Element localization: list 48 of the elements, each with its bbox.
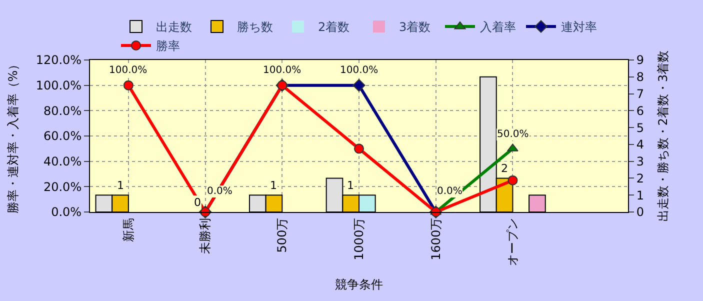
legend-label: 入着率	[480, 20, 516, 34]
x-tick-label: 未勝利	[198, 218, 212, 254]
point	[123, 80, 134, 90]
data-label: 1	[270, 179, 277, 192]
annotation: 100.0%	[263, 65, 302, 76]
point	[352, 78, 366, 92]
annotation: 0.0%	[437, 186, 462, 197]
y2-tick-label: 2	[636, 171, 644, 186]
data-label: 2	[501, 162, 508, 175]
y2-tick-label: 1	[636, 188, 644, 202]
x-tick-label: 1600万	[428, 218, 443, 260]
y2-tick-label: 9	[636, 53, 644, 68]
legend-label: 勝率	[156, 39, 180, 54]
annotation: 100.0%	[340, 65, 378, 76]
data-label: 1	[117, 179, 124, 192]
point	[354, 144, 364, 154]
x-tick-label: 1000万	[352, 218, 366, 260]
annotation: 100.0%	[109, 65, 148, 76]
y2-axis-title: 出走数・勝ち数・2着数・3着数	[656, 50, 670, 222]
x-tick-label: 新馬	[121, 218, 136, 242]
y2-tick-label: 0	[636, 205, 644, 220]
y-tick-label: 20.0%	[43, 180, 82, 194]
y2-tick-label: 7	[636, 86, 644, 101]
data-label: 1	[347, 179, 354, 192]
y2-tick-label: 3	[636, 154, 644, 169]
y-tick-label: 60.0%	[43, 129, 82, 144]
y-tick-label: 100.0%	[36, 78, 82, 93]
y2-tick-label: 4	[636, 138, 644, 152]
point	[508, 175, 518, 186]
x-tick-label: 500万	[275, 218, 290, 253]
x-axis-title: 競争条件	[335, 278, 383, 292]
legend-label: 3着数	[399, 20, 431, 34]
x-tick-label: オープン	[506, 218, 520, 266]
data-label: 0	[194, 196, 201, 209]
legend-label: 連対率	[561, 20, 597, 34]
y-tick-label: 40.0%	[43, 154, 82, 169]
legend-label: 勝ち数	[237, 20, 273, 34]
legend-label: 2着数	[318, 20, 350, 34]
annotation: 50.0%	[497, 129, 529, 140]
y-tick-label: 80.0%	[43, 104, 82, 118]
y2-tick-label: 5	[636, 120, 644, 135]
y2-tick-label: 8	[636, 70, 644, 84]
y2-tick-label: 6	[636, 104, 644, 118]
legend-label: 出走数	[156, 20, 192, 34]
y-axis-title: 勝率・連対率・入着率（%）	[6, 58, 20, 214]
annotation: 0.0%	[207, 186, 232, 197]
y-tick-label: 0.0%	[51, 205, 82, 220]
y-tick-label: 120.0%	[36, 53, 82, 68]
